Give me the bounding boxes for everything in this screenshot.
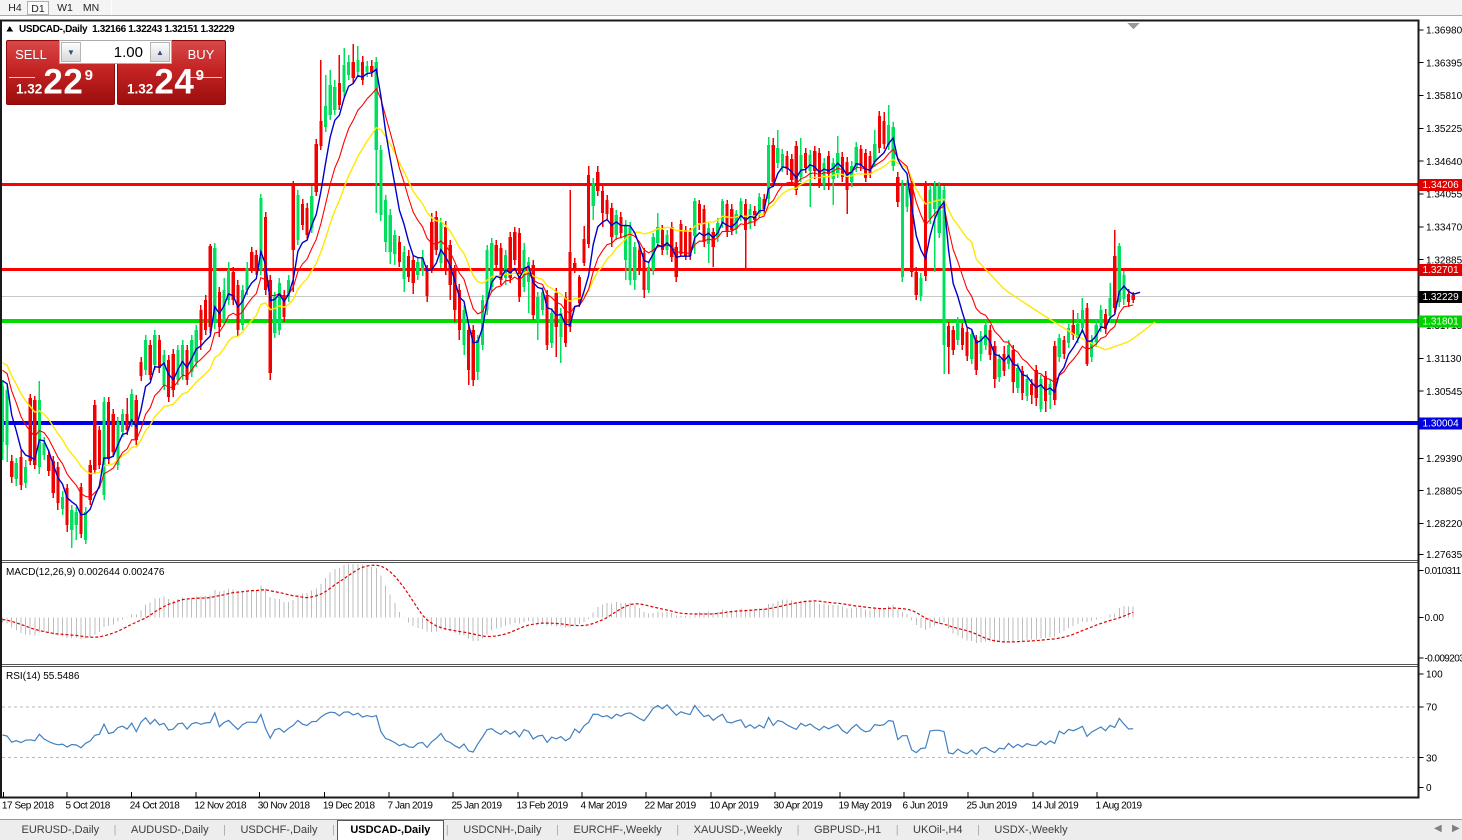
svg-text:MACD(12,26,9) 0.002644 0.00247: MACD(12,26,9) 0.002644 0.002476 — [6, 567, 165, 578]
svg-text:1.30545: 1.30545 — [1426, 387, 1462, 398]
svg-text:1.35225: 1.35225 — [1426, 124, 1462, 135]
svg-text:0.010311: 0.010311 — [1425, 566, 1462, 577]
svg-text:22 Mar 2019: 22 Mar 2019 — [645, 801, 697, 812]
svg-text:17 Sep 2018: 17 Sep 2018 — [2, 801, 55, 812]
svg-text:1.28805: 1.28805 — [1426, 486, 1462, 497]
svg-text:5 Oct 2018: 5 Oct 2018 — [66, 801, 111, 812]
svg-text:1.34206: 1.34206 — [1423, 180, 1460, 191]
svg-text:-0.009203: -0.009203 — [1425, 654, 1462, 665]
svg-text:0: 0 — [1426, 783, 1432, 794]
svg-text:1.34055: 1.34055 — [1426, 190, 1462, 201]
svg-text:30 Nov 2018: 30 Nov 2018 — [258, 801, 311, 812]
svg-text:1.36395: 1.36395 — [1426, 58, 1462, 69]
svg-text:1.29390: 1.29390 — [1426, 454, 1462, 465]
svg-text:14 Jul 2019: 14 Jul 2019 — [1032, 801, 1080, 812]
svg-text:100: 100 — [1426, 670, 1443, 681]
svg-text:30: 30 — [1426, 753, 1438, 764]
svg-text:13 Feb 2019: 13 Feb 2019 — [517, 801, 569, 812]
svg-text:25 Jun 2019: 25 Jun 2019 — [967, 801, 1018, 812]
svg-text:6 Jun 2019: 6 Jun 2019 — [903, 801, 949, 812]
svg-text:1.32229: 1.32229 — [1423, 292, 1460, 303]
svg-text:1.32885: 1.32885 — [1426, 255, 1462, 266]
svg-text:19 May 2019: 19 May 2019 — [839, 801, 893, 812]
svg-text:30 Apr 2019: 30 Apr 2019 — [774, 801, 824, 812]
svg-text:1.27635: 1.27635 — [1426, 550, 1462, 561]
svg-text:1 Aug 2019: 1 Aug 2019 — [1096, 801, 1143, 812]
svg-text:USDCAD-,Daily 1.32166 1.32243: USDCAD-,Daily 1.32166 1.32243 1.32151 1.… — [19, 24, 235, 35]
svg-text:1.30004: 1.30004 — [1423, 419, 1460, 430]
svg-text:25 Jan 2019: 25 Jan 2019 — [452, 801, 503, 812]
svg-text:1.31801: 1.31801 — [1423, 317, 1460, 328]
svg-text:1.33470: 1.33470 — [1426, 223, 1462, 234]
svg-text:0.00: 0.00 — [1425, 613, 1445, 624]
svg-text:RSI(14) 55.5486: RSI(14) 55.5486 — [6, 671, 80, 682]
svg-text:24 Oct 2018: 24 Oct 2018 — [130, 801, 180, 812]
svg-text:12 Nov 2018: 12 Nov 2018 — [194, 801, 247, 812]
svg-text:4 Mar 2019: 4 Mar 2019 — [581, 801, 628, 812]
svg-text:1.28220: 1.28220 — [1426, 519, 1462, 530]
svg-text:10 Apr 2019: 10 Apr 2019 — [710, 801, 760, 812]
svg-text:1.32701: 1.32701 — [1423, 265, 1460, 276]
svg-text:1.34640: 1.34640 — [1426, 157, 1462, 168]
svg-text:70: 70 — [1426, 703, 1438, 714]
svg-text:19 Dec 2018: 19 Dec 2018 — [323, 801, 376, 812]
svg-text:1.35810: 1.35810 — [1426, 91, 1462, 102]
svg-text:1.31130: 1.31130 — [1426, 354, 1462, 365]
svg-text:7 Jan 2019: 7 Jan 2019 — [388, 801, 434, 812]
svg-text:1.36980: 1.36980 — [1426, 26, 1462, 37]
